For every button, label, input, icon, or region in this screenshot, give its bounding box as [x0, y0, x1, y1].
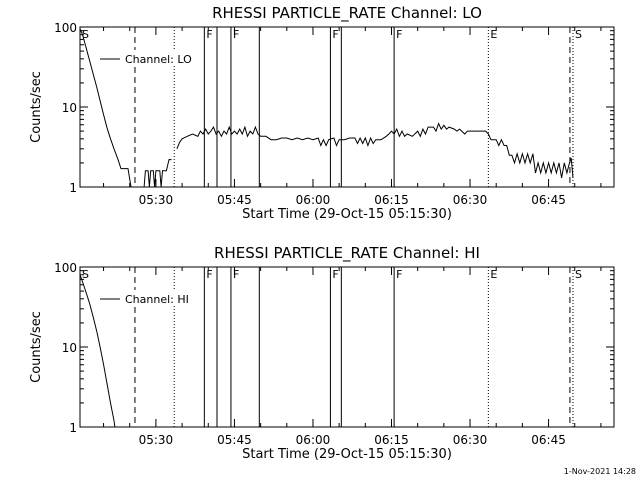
event-marker-F: F	[206, 28, 212, 41]
chart-panel-2: RHESSI PARTICLE_RATE Channel: HI 1 10 100 05…	[29, 244, 615, 462]
legend-label: Channel: HI	[125, 293, 189, 306]
event-marker-S: S	[575, 28, 582, 41]
x-tick-label: 06:00	[296, 433, 331, 447]
y-tick-label: 10	[62, 101, 77, 115]
x-tick-label: 06:45	[531, 433, 566, 447]
chart-title: RHESSI PARTICLE_RATE Channel: HI	[214, 244, 480, 263]
x-tick-label: 06:30	[453, 433, 488, 447]
x-tick-label: 06:45	[531, 193, 566, 207]
event-marker-S: S	[575, 268, 582, 281]
data-line-channello	[143, 159, 172, 188]
x-tick-label: 05:30	[139, 193, 174, 207]
event-marker-E: E	[490, 268, 497, 281]
y-tick-label: 10	[62, 341, 77, 355]
event-marker-F: F	[396, 28, 402, 41]
y-tick-label: 1	[69, 421, 77, 435]
y-tick-label: 1	[69, 181, 77, 195]
x-axis-label: Start Time (29-Oct-15 05:15:30)	[242, 447, 452, 462]
x-tick-label: 05:30	[139, 433, 174, 447]
chart-panel-1: RHESSI PARTICLE_RATE Channel: LO 1 10 100 05…	[29, 4, 615, 222]
chart-title: RHESSI PARTICLE_RATE Channel: LO	[212, 4, 482, 23]
event-marker-F: F	[233, 28, 239, 41]
legend-backdrop	[96, 290, 196, 304]
event-marker-S: S	[82, 28, 89, 41]
event-marker-F: F	[332, 28, 338, 41]
legend-label: Channel: LO	[125, 53, 192, 66]
data-line-channelhi	[79, 274, 116, 428]
event-marker-E: E	[490, 28, 497, 41]
y-axis-label: Counts/sec	[29, 311, 44, 383]
event-marker-F: F	[206, 268, 212, 281]
x-axis-label: Start Time (29-Oct-15 05:15:30)	[242, 207, 452, 222]
event-marker-F: F	[233, 268, 239, 281]
event-marker-F: F	[332, 268, 338, 281]
event-marker-F: F	[396, 268, 402, 281]
y-tick-label: 100	[54, 261, 77, 275]
event-marker-S: S	[82, 268, 89, 281]
legend-backdrop	[96, 50, 196, 64]
x-tick-label: 06:00	[296, 193, 331, 207]
x-tick-label: 05:45	[217, 433, 252, 447]
timestamp-footer: 1-Nov-2021 14:28	[564, 467, 636, 476]
y-tick-label: 100	[54, 21, 77, 35]
x-tick-label: 05:45	[217, 193, 252, 207]
x-tick-label: 06:15	[374, 193, 409, 207]
data-line-channello	[79, 28, 132, 188]
x-tick-label: 06:15	[374, 433, 409, 447]
y-axis-label: Counts/sec	[29, 71, 44, 143]
x-tick-label: 06:30	[453, 193, 488, 207]
data-line-channello	[176, 122, 574, 178]
